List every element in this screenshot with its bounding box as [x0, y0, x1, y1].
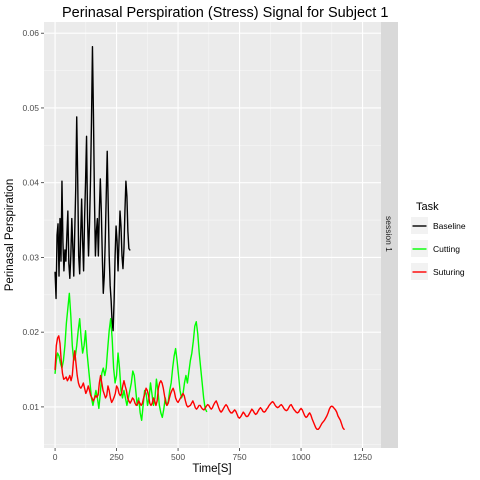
y-tick-label: 0.06 [22, 28, 39, 38]
series-line-baseline [54, 45, 131, 332]
minor-grid [44, 22, 381, 448]
legend-title: Task [416, 201, 439, 213]
legend: Task Baseline Cutting Suturing [411, 201, 466, 280]
y-axis: 0.01 0.02 0.03 0.04 0.05 0.06 [22, 28, 44, 412]
series-line-suturing [54, 335, 345, 431]
legend-label-baseline: Baseline [433, 221, 466, 231]
x-tick-label: 500 [171, 452, 185, 462]
x-tick-label: 1000 [292, 452, 311, 462]
legend-label-cutting: Cutting [433, 244, 460, 254]
x-axis: 0 250 500 750 1000 1250 [53, 448, 372, 462]
x-axis-title: Time[S] [192, 463, 231, 475]
chart-title: Perinasal Perspiration (Stress) Signal f… [62, 5, 388, 21]
x-tick-label: 750 [232, 452, 246, 462]
y-tick-label: 0.05 [22, 103, 39, 113]
legend-label-suturing: Suturing [433, 267, 465, 277]
x-tick-label: 1250 [353, 452, 372, 462]
series-layer [54, 45, 345, 431]
y-tick-label: 0.04 [22, 178, 39, 188]
facet-strip [381, 22, 398, 448]
x-tick-label: 250 [109, 452, 123, 462]
legend-items: Baseline Cutting Suturing [411, 217, 466, 280]
y-axis-title: Perinasal Perspiration [4, 179, 16, 292]
x-tick-label: 0 [53, 452, 58, 462]
y-tick-label: 0.01 [22, 402, 39, 412]
y-tick-label: 0.02 [22, 327, 39, 337]
y-tick-label: 0.03 [22, 252, 39, 262]
facet-strip-label: session 1 [384, 216, 394, 252]
